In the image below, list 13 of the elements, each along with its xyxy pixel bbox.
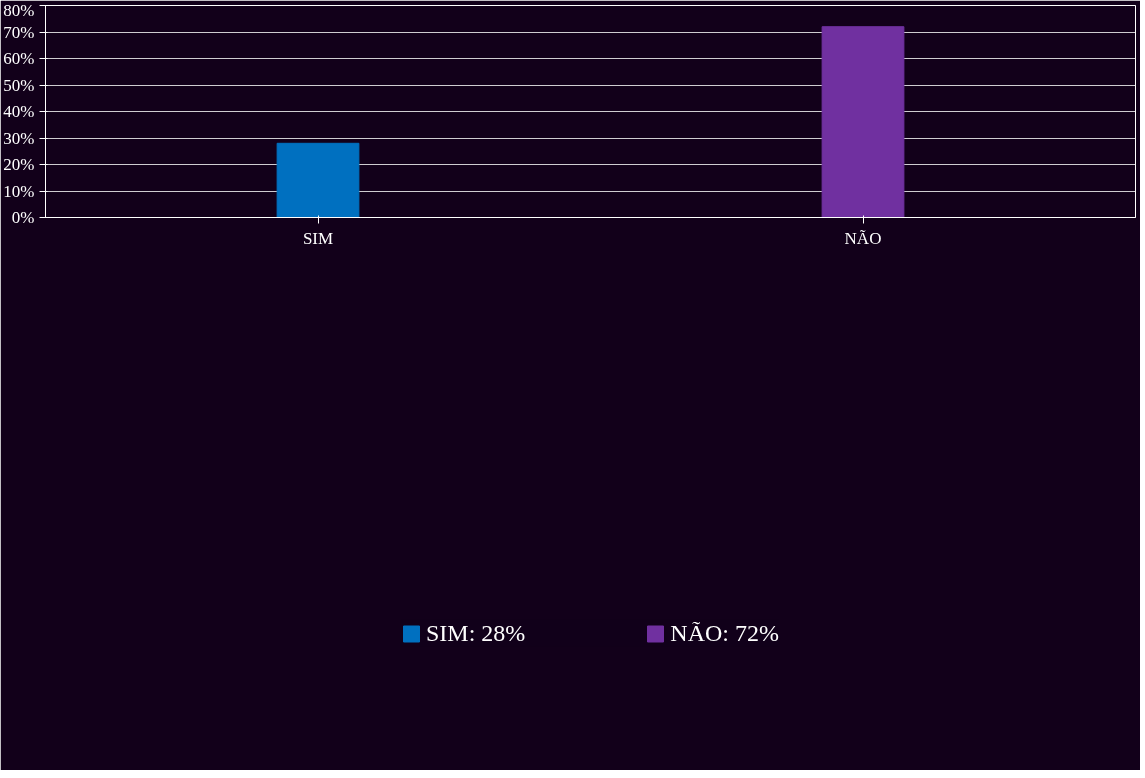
- y-tick-label: 40%: [3, 102, 35, 121]
- y-tick-label: 30%: [3, 128, 35, 148]
- y-tick-label: 20%: [3, 155, 35, 174]
- x-tick-label: NÃO: [844, 228, 882, 248]
- x-tick-label: SIM: [302, 228, 334, 248]
- y-tick-label: 10%: [3, 181, 35, 201]
- legend-label: SIM: 28%: [426, 619, 526, 647]
- y-tick-label: 50%: [3, 75, 35, 95]
- y-tick-label: 60%: [3, 49, 35, 68]
- legend-label: NÃO: 72%: [670, 619, 779, 647]
- y-tick-label: 0%: [11, 208, 35, 227]
- y-tick-label: 70%: [3, 22, 35, 42]
- y-tick-label: 80%: [3, 0, 35, 20]
